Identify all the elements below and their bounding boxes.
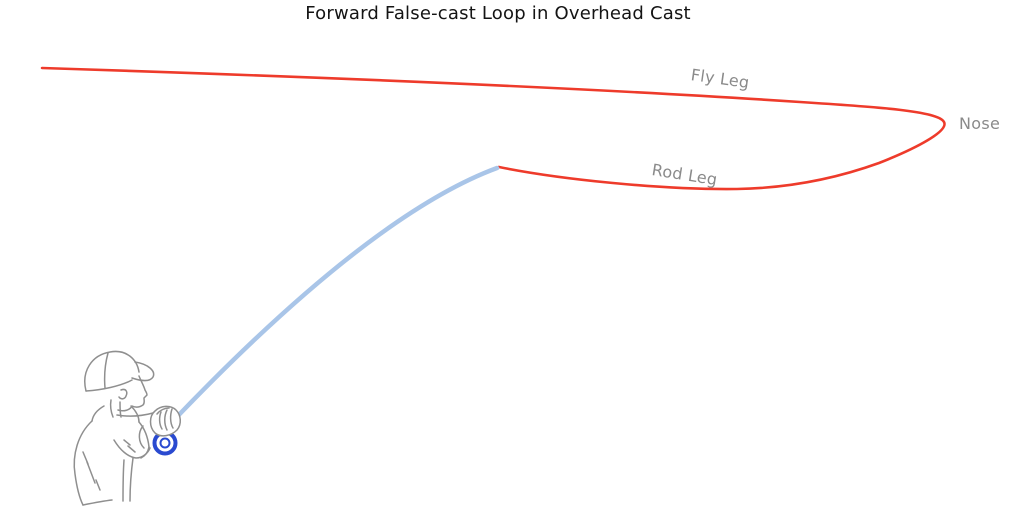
- rod-grip-hand: [149, 405, 181, 437]
- jacket-front-lower: [140, 446, 150, 459]
- ear-outline: [118, 388, 128, 400]
- elbow-crease-2: [123, 439, 131, 446]
- diagram-title: Forward False-cast Loop in Overhead Cast: [305, 3, 691, 24]
- thumb-line: [156, 407, 170, 415]
- jacket-front-upper: [138, 421, 150, 448]
- fly-line-loop: [40, 66, 946, 191]
- leg-front-line: [129, 457, 134, 502]
- neck-line-left: [109, 399, 114, 418]
- collar-back: [91, 405, 105, 422]
- elbow-crease-1: [127, 445, 136, 453]
- jacket-hem: [82, 499, 113, 506]
- fly-rod-line: [170, 165, 500, 424]
- cap-brim-outline: [131, 361, 155, 382]
- nose-label: Nose: [959, 114, 1001, 133]
- cap-bottom-edge: [85, 379, 133, 392]
- cap-seam: [103, 352, 109, 389]
- arm-top-edge: [116, 412, 154, 417]
- reel-inner-ring: [159, 437, 171, 449]
- collar-front: [130, 405, 140, 423]
- sleeve-cuff: [138, 425, 145, 449]
- jacket-fold-3: [95, 479, 101, 491]
- knuckle-lines: [158, 408, 174, 431]
- leg-back-line: [122, 459, 125, 502]
- jacket-fold-1: [86, 461, 96, 484]
- fist-outline: [149, 405, 181, 437]
- jacket-fold-2: [82, 451, 89, 465]
- cap-dome-outline: [84, 350, 140, 392]
- jacket-back-edge: [73, 420, 93, 506]
- angler-figure: [73, 350, 155, 506]
